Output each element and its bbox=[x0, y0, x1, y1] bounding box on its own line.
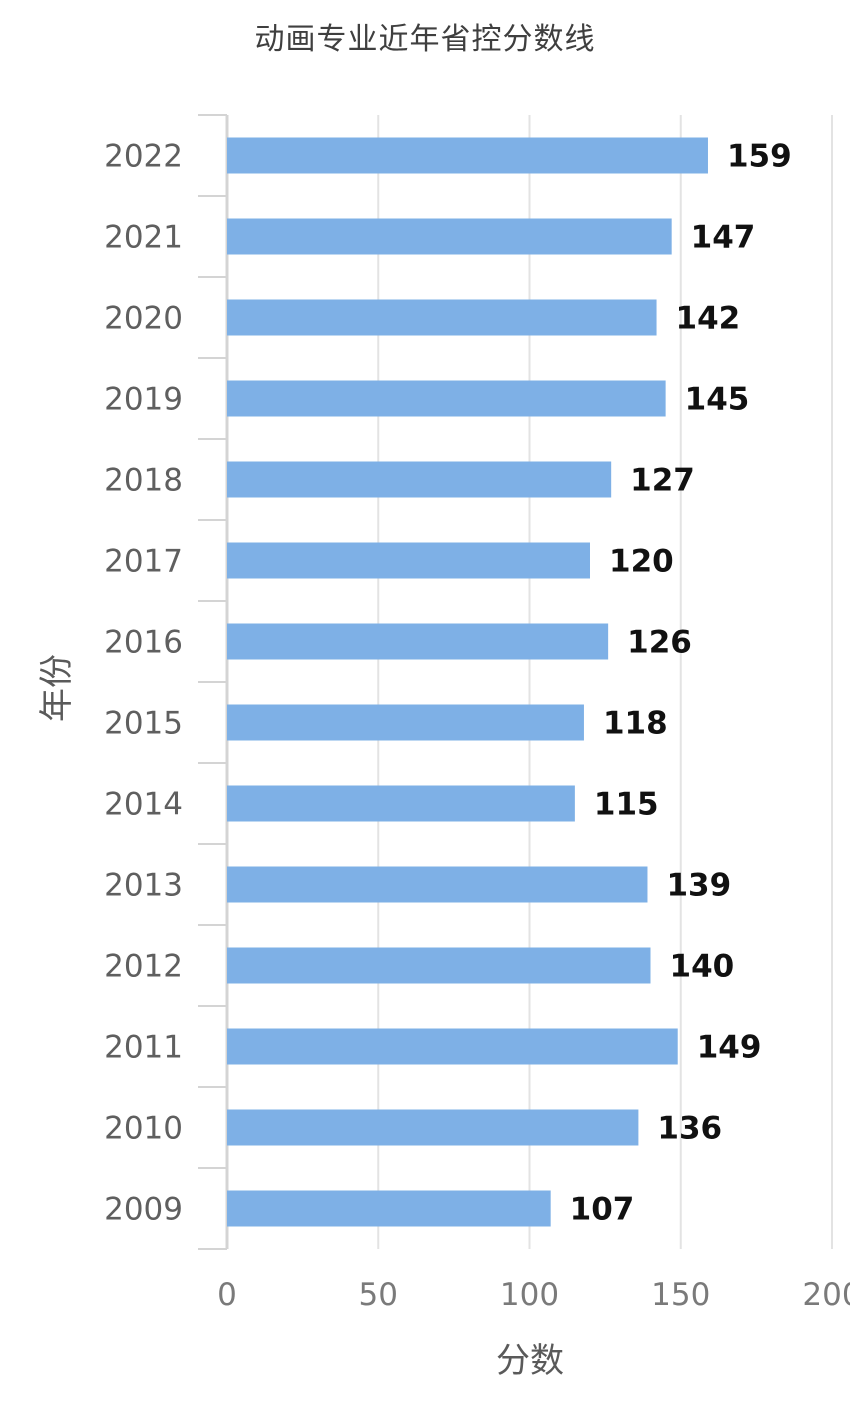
bar bbox=[227, 299, 657, 336]
bar-value-label: 107 bbox=[570, 1192, 635, 1228]
bar bbox=[227, 461, 612, 498]
bar-value-label: 126 bbox=[627, 625, 692, 661]
bar bbox=[227, 542, 590, 579]
bar bbox=[227, 1028, 678, 1065]
y-tick-label: 2021 bbox=[104, 220, 183, 256]
y-tick-label: 2018 bbox=[104, 463, 183, 499]
axes bbox=[198, 114, 229, 1250]
bar-value-label: 145 bbox=[685, 382, 750, 418]
bar-value-label: 118 bbox=[603, 706, 668, 742]
bar bbox=[227, 380, 666, 417]
x-tick-label: 200 bbox=[802, 1277, 850, 1313]
bar bbox=[227, 137, 708, 174]
bar-value-label: 142 bbox=[676, 301, 741, 337]
x-tick-label: 50 bbox=[359, 1277, 398, 1313]
bar bbox=[227, 1190, 551, 1227]
y-tick-label: 2017 bbox=[104, 544, 183, 580]
y-tick-label: 2022 bbox=[104, 139, 183, 175]
bar-value-label: 115 bbox=[594, 787, 659, 823]
bar-value-label: 127 bbox=[630, 463, 695, 499]
y-tick-label: 2020 bbox=[104, 301, 183, 337]
bar-value-label: 149 bbox=[697, 1030, 762, 1066]
x-axis-title: 分数 bbox=[496, 1341, 564, 1381]
gridlines bbox=[377, 115, 833, 1249]
y-tick-label: 2010 bbox=[104, 1111, 183, 1147]
y-tick-label: 2009 bbox=[104, 1192, 183, 1228]
y-tick-label: 2012 bbox=[104, 949, 183, 985]
y-tick-label: 2013 bbox=[104, 868, 183, 904]
bar-value-label: 120 bbox=[609, 544, 674, 580]
bar bbox=[227, 785, 575, 822]
bar bbox=[227, 704, 584, 741]
chart-title: 动画专业近年省控分数线 bbox=[254, 22, 596, 57]
y-tick-label: 2011 bbox=[104, 1030, 183, 1066]
labels: 0 50 100 150 200 2022 159 2021 147 2020 142 2019 145… bbox=[104, 139, 850, 1314]
x-tick-label: 150 bbox=[651, 1277, 710, 1313]
y-tick-label: 2015 bbox=[104, 706, 183, 742]
bar bbox=[227, 623, 609, 660]
y-axis-title: 年份 bbox=[37, 654, 77, 722]
bar-value-label: 159 bbox=[727, 139, 792, 175]
bar bbox=[227, 1109, 639, 1146]
y-tick-label: 2014 bbox=[104, 787, 183, 823]
bar-value-label: 147 bbox=[691, 220, 756, 256]
y-tick-label: 2019 bbox=[104, 382, 183, 418]
x-tick-label: 100 bbox=[500, 1277, 559, 1313]
bar bbox=[227, 866, 648, 903]
bar-value-label: 136 bbox=[657, 1111, 722, 1147]
bar bbox=[227, 218, 672, 255]
bar bbox=[227, 947, 651, 984]
bars bbox=[227, 137, 708, 1227]
x-tick-label: 0 bbox=[217, 1277, 237, 1313]
y-tick-label: 2016 bbox=[104, 625, 183, 661]
bar-value-label: 140 bbox=[670, 949, 735, 985]
bar-value-label: 139 bbox=[666, 868, 731, 904]
